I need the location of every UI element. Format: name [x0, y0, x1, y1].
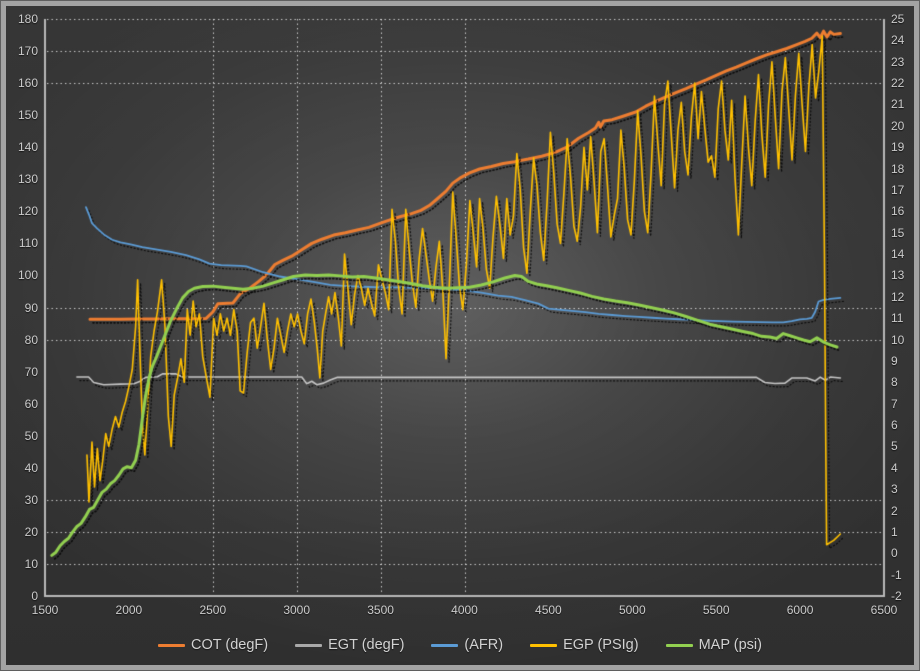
y-right-tick-label: 14 [891, 247, 905, 262]
y-left-tick-label: 140 [17, 140, 38, 155]
y-left-tick-label: 50 [24, 428, 38, 443]
x-axis-tick-label: 5500 [702, 603, 730, 617]
y-left-tick-label: 130 [17, 172, 38, 187]
x-axis-tick-label: 1500 [31, 603, 59, 617]
legend-item-egp: EGP (PSIg) [530, 637, 639, 653]
y-right-tick-label: 10 [891, 332, 905, 347]
legend-label-egp: EGP (PSIg) [563, 637, 639, 653]
y-right-tick-label: 15 [891, 225, 905, 240]
y-right-tick-label: 22 [891, 76, 905, 91]
y-right-tick-label: 4 [891, 460, 898, 475]
y-right-tick-label: 23 [891, 54, 905, 69]
y-right-tick-label: 16 [891, 204, 905, 219]
x-axis-tick-label: 6500 [870, 603, 898, 617]
y-right-tick-label: 5 [891, 439, 898, 454]
y-right-tick-label: 0 [891, 546, 898, 561]
y-right-tick-label: 3 [891, 482, 898, 497]
legend-item-map: MAP (psi) [665, 637, 762, 653]
legend-label-afr: (AFR) [464, 637, 504, 653]
y-right-tick-label: 17 [891, 182, 905, 197]
y-right-tick-label: 19 [891, 140, 905, 155]
legend-label-cot: COT (degF) [191, 637, 269, 653]
y-right-tick-label: 11 [891, 311, 904, 326]
legend-swatch-map [665, 643, 693, 647]
chart-legend: COT (degF) EGT (degF) (AFR) EGP (PSIg) M… [0, 633, 920, 657]
y-right-tick-label: 21 [891, 97, 905, 112]
x-axis-tick-label: 5000 [618, 603, 646, 617]
y-left-tick-label: 160 [17, 76, 38, 91]
x-axis-tick-label: 4000 [451, 603, 478, 617]
x-axis-tick-label: 6000 [786, 603, 814, 617]
legend-swatch-egt [295, 643, 323, 647]
legend-item-cot: COT (degF) [158, 637, 268, 653]
legend-swatch-cot [158, 643, 186, 647]
y-left-tick-label: 30 [24, 492, 38, 507]
y-left-tick-label: 110 [18, 236, 38, 251]
y-right-tick-label: 20 [891, 118, 905, 133]
y-right-tick-label: 1 [891, 524, 898, 539]
y-left-tick-label: 180 [17, 12, 38, 26]
y-left-tick-label: 80 [24, 332, 38, 347]
x-axis-tick-label: 2000 [115, 603, 143, 617]
y-right-tick-label: 7 [891, 396, 898, 411]
y-right-tick-label: -2 [891, 589, 902, 603]
x-axis-tick-label: 2500 [199, 603, 227, 617]
y-right-tick-label: 2 [891, 503, 898, 518]
legend-item-egt: EGT (degF) [295, 637, 404, 653]
y-left-tick-label: 100 [17, 268, 38, 283]
y-left-tick-label: 120 [17, 204, 38, 219]
legend-item-afr: (AFR) [431, 637, 503, 653]
legend-swatch-afr [431, 643, 459, 647]
legend-swatch-egp [530, 643, 558, 647]
y-left-tick-label: 10 [24, 556, 38, 571]
y-left-tick-label: 20 [24, 524, 38, 539]
legend-label-egt: EGT (degF) [328, 637, 405, 653]
y-right-tick-label: -1 [891, 567, 902, 582]
y-right-tick-label: 9 [891, 353, 898, 368]
y-left-tick-label: 90 [24, 300, 38, 315]
y-right-tick-label: 6 [891, 418, 898, 433]
y-left-tick-label: 70 [24, 364, 38, 379]
y-right-tick-label: 24 [891, 33, 905, 48]
y-right-tick-label: 18 [891, 161, 905, 176]
x-axis-tick-label: 3500 [367, 603, 394, 617]
y-left-tick-label: 0 [31, 589, 38, 603]
y-right-tick-label: 12 [891, 289, 905, 304]
y-right-tick-label: 13 [891, 268, 905, 283]
y-left-tick-label: 150 [17, 108, 38, 123]
y-right-tick-label: 8 [891, 375, 898, 390]
y-left-tick-label: 170 [17, 44, 38, 59]
y-left-tick-label: 40 [24, 460, 38, 475]
y-right-tick-label: 25 [891, 12, 905, 26]
x-axis-tick-label: 4500 [535, 603, 562, 617]
y-left-tick-label: 60 [24, 396, 38, 411]
legend-label-map: MAP (psi) [698, 637, 762, 653]
x-axis-tick-label: 3000 [283, 603, 311, 617]
